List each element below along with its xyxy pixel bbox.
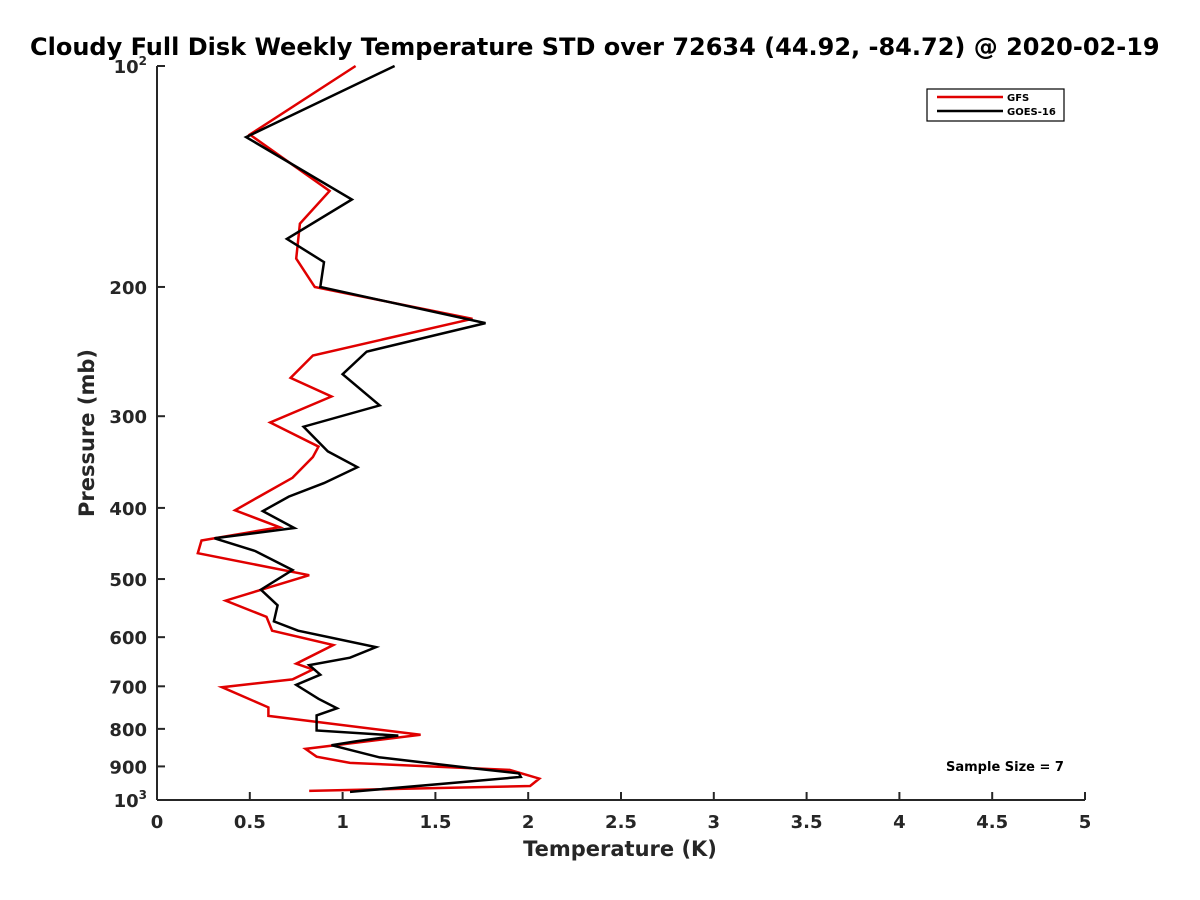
axes: 0 0.5 1 1.5 2 2.5 3 3.5 4 4.5 5 102 200 300 400 500 600 7…: [109, 54, 1091, 833]
y-axis-label: Pressure (mb): [75, 349, 99, 517]
y-tick-label: 600: [109, 628, 147, 649]
y-tick-label: 300: [109, 407, 147, 428]
legend: GFS GOES-16: [926, 88, 1065, 122]
x-tick-label: 4: [893, 812, 906, 833]
y-tick-label: 800: [109, 720, 147, 741]
x-tick-label: 4.5: [976, 812, 1008, 833]
series-line-goes16: [214, 64, 523, 794]
x-tick-label: 0: [151, 812, 164, 833]
y-tick-label: 500: [109, 570, 147, 591]
x-tick-label: 1.5: [419, 812, 451, 833]
y-tick-label: 102: [114, 54, 147, 78]
y-tick-label: 400: [109, 499, 147, 520]
y-tick-label: 103: [114, 788, 147, 812]
chart-title: Cloudy Full Disk Weekly Temperature STD …: [30, 33, 1160, 61]
y-tick-label: 900: [109, 757, 147, 778]
x-tick-label: 2: [522, 812, 535, 833]
x-tick-label: 5: [1079, 812, 1092, 833]
x-tick-label: 3: [708, 812, 721, 833]
x-tick-label: 1: [336, 812, 349, 833]
legend-box: [926, 88, 1065, 122]
legend-label-goes16: GOES-16: [1007, 107, 1056, 118]
y-tick-label: 700: [109, 677, 147, 698]
x-tick-label: 2.5: [605, 812, 637, 833]
legend-label-gfs: GFS: [1007, 93, 1029, 104]
y-tick-label: 200: [109, 278, 147, 299]
sample-size-annotation: Sample Size = 7: [946, 760, 1064, 775]
series-layer: [196, 64, 542, 794]
x-axis-label: Temperature (K): [523, 837, 717, 861]
series-line-gfs: [196, 64, 542, 793]
x-tick-label: 3.5: [791, 812, 823, 833]
x-tick-label: 0.5: [234, 812, 266, 833]
